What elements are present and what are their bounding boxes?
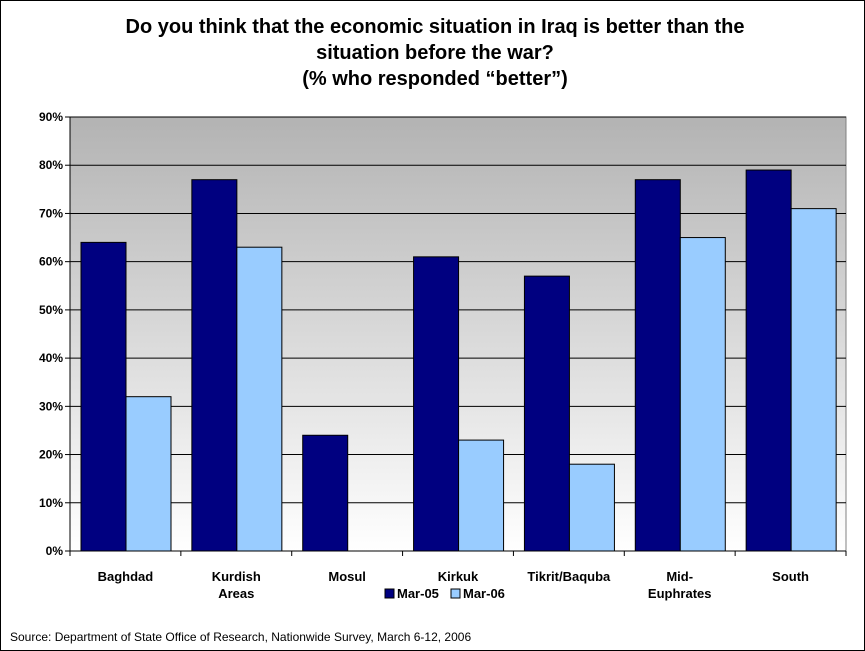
y-tick-label: 40% <box>39 351 63 365</box>
y-tick-label: 10% <box>39 496 63 510</box>
x-category-label: Mid- <box>666 569 693 584</box>
bar-mar-06 <box>236 246 283 552</box>
source-note: Source: Department of State Office of Re… <box>10 630 472 644</box>
bar-mar-05 <box>413 256 460 552</box>
legend-swatch <box>384 588 395 599</box>
bar-mar-05 <box>745 169 792 552</box>
x-category-label: Mosul <box>328 569 366 584</box>
bar-mar-05 <box>634 179 681 552</box>
bar-mar-06 <box>790 208 837 552</box>
legend-swatch <box>450 588 461 599</box>
bar-mar-05 <box>302 434 349 552</box>
legend-label: Mar-06 <box>463 586 505 601</box>
y-tick-label: 90% <box>39 110 63 124</box>
bar-mar-05 <box>523 275 570 552</box>
x-category-label: South <box>772 569 809 584</box>
bar-mar-06 <box>125 396 172 552</box>
category-labels: Baghdad Kurdish Areas Mosul Kirkuk Tikrit/Baq… <box>98 569 809 601</box>
y-tick-label: 30% <box>39 399 63 413</box>
bar-mar-05 <box>191 179 238 552</box>
chart-title-line-1: Do you think that the economic situation… <box>125 16 745 38</box>
legend: Mar-05 Mar-06 <box>384 586 505 601</box>
legend-label: Mar-05 <box>397 586 439 601</box>
chart-title-line-3: (% who responded “better”) <box>302 68 568 90</box>
y-tick-label: 50% <box>39 303 63 317</box>
bar-mar-06 <box>679 237 726 552</box>
chart-title-line-2: situation before the war? <box>316 42 554 64</box>
y-tick-label: 20% <box>39 448 63 462</box>
x-category-label: Areas <box>218 586 254 601</box>
x-category-label: Kirkuk <box>438 569 479 584</box>
y-tick-label: 70% <box>39 206 63 220</box>
bars <box>80 169 837 552</box>
bar-mar-05 <box>80 241 127 552</box>
y-tick-label: 80% <box>39 158 63 172</box>
x-category-label: Kurdish <box>212 569 261 584</box>
chart-title: Do you think that the economic situation… <box>40 14 830 92</box>
y-tick-label: 60% <box>39 255 63 269</box>
bar-mar-06 <box>458 439 505 552</box>
y-tick-label: 0% <box>46 544 64 558</box>
bar-mar-06 <box>568 463 615 552</box>
x-category-label: Euphrates <box>648 586 712 601</box>
x-category-label: Baghdad <box>98 569 154 584</box>
x-category-label: Tikrit/Baquba <box>527 569 611 584</box>
